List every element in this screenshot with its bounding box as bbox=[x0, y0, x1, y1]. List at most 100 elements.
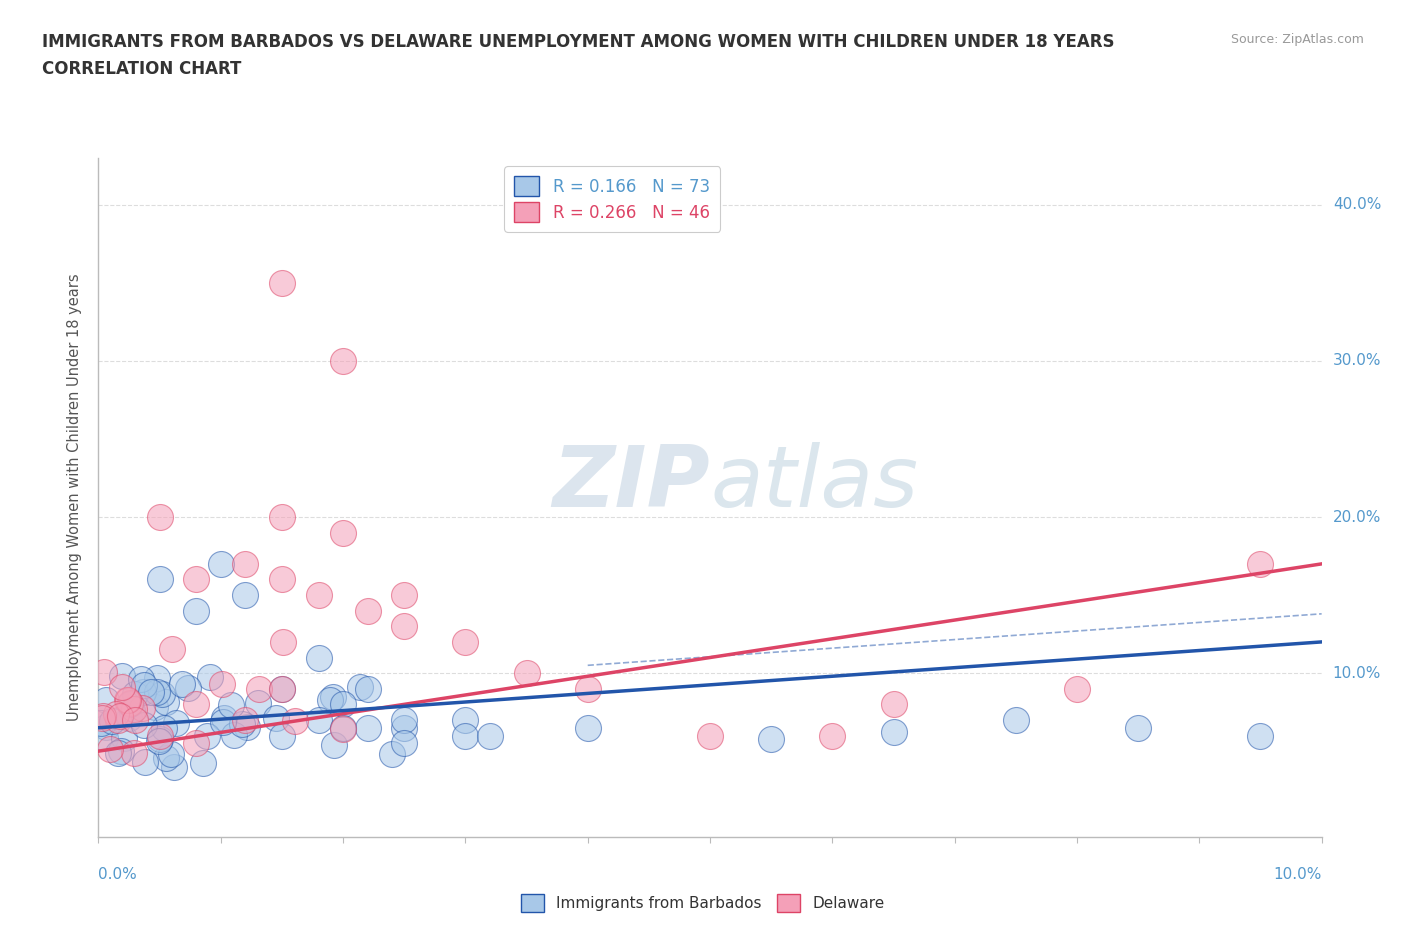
Text: 20.0%: 20.0% bbox=[1333, 510, 1381, 525]
Point bbox=[308, 650, 330, 665]
Text: ZIP: ZIP bbox=[553, 443, 710, 525]
Point bbox=[107, 712, 129, 727]
Point bbox=[122, 746, 145, 761]
Legend: R = 0.166   N = 73, R = 0.266   N = 46: R = 0.166 N = 73, R = 0.266 N = 46 bbox=[505, 166, 720, 232]
Point bbox=[149, 510, 172, 525]
Point bbox=[1004, 712, 1026, 727]
Point bbox=[224, 727, 246, 742]
Point bbox=[134, 754, 156, 769]
Point bbox=[163, 759, 186, 774]
Point bbox=[91, 711, 114, 725]
Point bbox=[186, 604, 208, 618]
Point bbox=[186, 572, 208, 587]
Point bbox=[356, 604, 378, 618]
Point bbox=[332, 697, 354, 711]
Point bbox=[883, 725, 905, 740]
Point bbox=[319, 692, 342, 707]
Point bbox=[332, 721, 354, 736]
Point bbox=[122, 701, 145, 716]
Point bbox=[177, 681, 200, 696]
Text: atlas: atlas bbox=[710, 443, 918, 525]
Point bbox=[235, 720, 257, 735]
Point bbox=[149, 572, 172, 587]
Point bbox=[170, 676, 193, 691]
Point bbox=[576, 682, 599, 697]
Point bbox=[146, 684, 169, 699]
Point bbox=[118, 697, 141, 711]
Point bbox=[124, 712, 146, 727]
Point bbox=[356, 682, 378, 697]
Point bbox=[821, 728, 844, 743]
Point bbox=[160, 747, 183, 762]
Point bbox=[454, 634, 477, 649]
Point bbox=[233, 556, 256, 571]
Point bbox=[212, 711, 235, 725]
Point bbox=[132, 717, 155, 732]
Point bbox=[233, 712, 256, 727]
Point bbox=[148, 734, 170, 749]
Point bbox=[349, 680, 371, 695]
Point bbox=[270, 728, 292, 743]
Point bbox=[392, 588, 416, 603]
Point bbox=[90, 715, 112, 730]
Point bbox=[211, 715, 233, 730]
Point bbox=[149, 728, 172, 743]
Point bbox=[121, 704, 143, 719]
Point bbox=[392, 712, 416, 727]
Point bbox=[139, 684, 162, 699]
Point bbox=[392, 721, 416, 736]
Point bbox=[759, 731, 782, 746]
Point bbox=[211, 676, 233, 691]
Point bbox=[198, 670, 221, 684]
Point bbox=[153, 721, 176, 736]
Point bbox=[219, 698, 242, 712]
Point bbox=[332, 722, 354, 737]
Point bbox=[110, 709, 132, 724]
Point bbox=[94, 693, 117, 708]
Point bbox=[115, 692, 138, 707]
Point bbox=[284, 714, 307, 729]
Text: IMMIGRANTS FROM BARBADOS VS DELAWARE UNEMPLOYMENT AMONG WOMEN WITH CHILDREN UNDE: IMMIGRANTS FROM BARBADOS VS DELAWARE UNE… bbox=[42, 33, 1115, 50]
Point bbox=[165, 716, 187, 731]
Point bbox=[308, 712, 330, 727]
Point bbox=[143, 700, 166, 715]
Point bbox=[270, 682, 292, 697]
Point bbox=[478, 728, 501, 743]
Point bbox=[322, 737, 344, 752]
Point bbox=[1249, 556, 1271, 571]
Point bbox=[186, 697, 208, 711]
Point bbox=[249, 682, 271, 697]
Point bbox=[1128, 721, 1150, 736]
Text: 30.0%: 30.0% bbox=[1333, 353, 1381, 368]
Point bbox=[392, 618, 416, 633]
Point bbox=[356, 721, 378, 736]
Text: CORRELATION CHART: CORRELATION CHART bbox=[42, 60, 242, 78]
Point bbox=[322, 690, 344, 705]
Point bbox=[112, 730, 135, 745]
Point bbox=[124, 686, 146, 701]
Point bbox=[270, 275, 292, 290]
Point bbox=[454, 728, 477, 743]
Point bbox=[132, 677, 155, 692]
Point bbox=[150, 686, 173, 701]
Point bbox=[332, 353, 354, 368]
Point bbox=[454, 712, 477, 727]
Point bbox=[101, 714, 124, 729]
Point bbox=[193, 755, 215, 770]
Point bbox=[381, 747, 404, 762]
Point bbox=[266, 711, 288, 725]
Point bbox=[107, 746, 129, 761]
Point bbox=[233, 588, 256, 603]
Point bbox=[231, 716, 253, 731]
Point bbox=[516, 666, 538, 681]
Point bbox=[209, 556, 232, 571]
Point bbox=[1249, 728, 1271, 743]
Point bbox=[149, 731, 172, 746]
Point bbox=[98, 741, 121, 756]
Text: 0.0%: 0.0% bbox=[98, 867, 138, 882]
Point bbox=[155, 694, 177, 709]
Point bbox=[576, 721, 599, 736]
Point bbox=[131, 700, 153, 715]
Text: 10.0%: 10.0% bbox=[1333, 666, 1381, 681]
Point bbox=[146, 671, 169, 685]
